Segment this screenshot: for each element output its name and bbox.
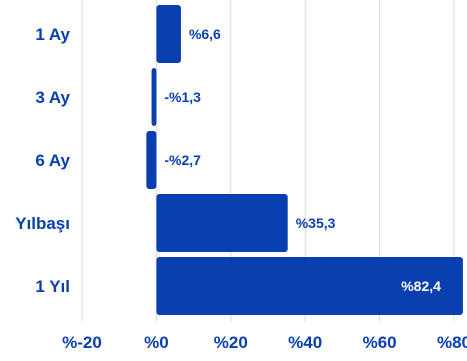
value-label-2: -%2,7: [164, 152, 201, 168]
value-label-3: %35,3: [296, 215, 336, 231]
bar-1: [151, 68, 157, 126]
value-label-1: -%1,3: [164, 89, 201, 105]
x-tick-label-5: %80: [437, 333, 467, 352]
category-label-1: 3 Ay: [35, 88, 70, 107]
x-tick-label-3: %40: [288, 333, 322, 352]
bar-3: [156, 194, 288, 252]
bar-4: [156, 257, 463, 315]
x-tick-label-1: %0: [144, 333, 169, 352]
value-label-4: %82,4: [401, 278, 441, 294]
category-label-0: 1 Ay: [35, 25, 70, 44]
x-tick-label-4: %60: [363, 333, 397, 352]
bar-2: [146, 131, 157, 189]
category-label-4: 1 Yıl: [35, 277, 70, 296]
value-label-0: %6,6: [189, 26, 221, 42]
category-label-2: 6 Ay: [35, 151, 70, 170]
bar-0: [156, 5, 181, 63]
category-label-3: Yılbaşı: [15, 214, 70, 233]
x-tick-label-2: %20: [214, 333, 248, 352]
x-tick-label-0: %-20: [62, 333, 102, 352]
